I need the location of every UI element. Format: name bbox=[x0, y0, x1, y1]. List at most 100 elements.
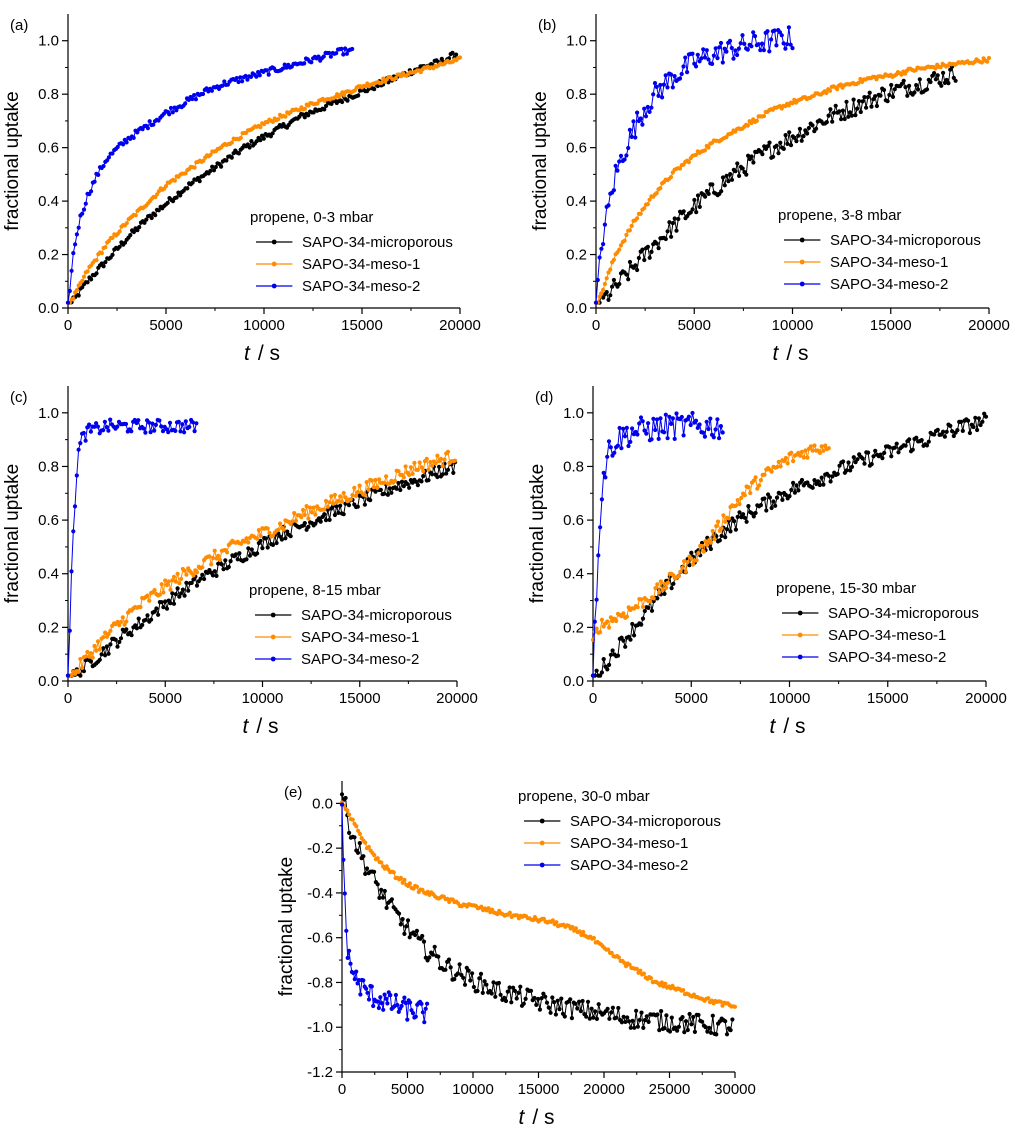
data-point bbox=[733, 169, 738, 174]
x-tick-label: 20000 bbox=[965, 690, 1007, 707]
data-point bbox=[405, 1017, 410, 1022]
data-point bbox=[851, 455, 856, 460]
data-point bbox=[65, 300, 71, 305]
data-point bbox=[816, 479, 821, 484]
data-point bbox=[177, 594, 182, 599]
legend-entry: SAPO-34-meso-1 bbox=[830, 254, 948, 271]
data-point bbox=[772, 28, 777, 33]
data-point bbox=[413, 1014, 418, 1019]
data-point bbox=[762, 472, 767, 477]
data-point bbox=[670, 416, 676, 421]
data-point bbox=[280, 66, 285, 71]
data-point bbox=[270, 131, 275, 136]
data-point bbox=[651, 92, 656, 97]
data-point bbox=[145, 126, 150, 131]
data-point bbox=[144, 217, 149, 222]
x-tick-label: 5000 bbox=[678, 317, 711, 334]
data-point bbox=[689, 550, 694, 555]
data-point bbox=[186, 588, 191, 593]
data-point bbox=[71, 296, 76, 301]
data-point bbox=[123, 421, 129, 427]
data-point bbox=[665, 436, 670, 441]
data-point bbox=[299, 515, 304, 520]
data-point bbox=[575, 1006, 580, 1011]
data-point bbox=[389, 897, 394, 902]
data-point bbox=[862, 95, 867, 100]
data-point bbox=[71, 251, 76, 256]
data-point bbox=[683, 55, 688, 60]
series-line bbox=[341, 794, 733, 1036]
data-point bbox=[601, 470, 606, 475]
data-point bbox=[421, 939, 427, 944]
data-point bbox=[754, 118, 759, 123]
data-point bbox=[593, 300, 599, 305]
legend-entry: SAPO-34-meso-1 bbox=[570, 835, 688, 852]
data-point bbox=[498, 992, 503, 997]
data-point bbox=[398, 487, 403, 493]
data-point bbox=[933, 77, 939, 82]
data-point bbox=[728, 1028, 733, 1033]
data-point bbox=[848, 468, 853, 473]
data-point bbox=[607, 1016, 612, 1021]
data-point bbox=[457, 962, 462, 967]
data-point bbox=[419, 1001, 424, 1007]
data-point bbox=[826, 473, 831, 478]
data-point bbox=[495, 912, 500, 917]
data-point bbox=[697, 204, 702, 209]
y-tick-label: 0.8 bbox=[566, 86, 587, 103]
data-point bbox=[702, 434, 708, 439]
data-point bbox=[219, 164, 224, 169]
data-point bbox=[659, 1009, 664, 1014]
data-point bbox=[246, 546, 251, 551]
data-point bbox=[672, 436, 677, 441]
y-tick-label: 1.0 bbox=[38, 405, 59, 422]
data-point bbox=[152, 428, 157, 433]
data-point bbox=[369, 478, 375, 483]
data-point bbox=[152, 609, 157, 614]
legend-swatch-marker bbox=[539, 862, 545, 868]
data-point bbox=[720, 175, 726, 180]
data-point bbox=[783, 46, 788, 51]
x-axis-label: t / s bbox=[243, 715, 279, 738]
data-point bbox=[903, 443, 908, 448]
data-point bbox=[332, 492, 337, 497]
y-tick-label: 1.0 bbox=[566, 33, 587, 50]
data-point bbox=[347, 830, 352, 836]
data-point bbox=[892, 87, 897, 92]
data-point bbox=[679, 414, 684, 420]
data-point bbox=[67, 628, 72, 633]
data-point bbox=[322, 507, 327, 512]
data-point bbox=[327, 500, 332, 505]
y-tick-label: 0.0 bbox=[38, 300, 59, 317]
data-point bbox=[701, 430, 706, 435]
data-point bbox=[174, 195, 179, 200]
data-point bbox=[903, 85, 908, 90]
y-tick-label: 0.2 bbox=[38, 247, 59, 264]
data-point bbox=[596, 1002, 601, 1007]
y-tick-label: 0.0 bbox=[312, 795, 333, 812]
data-point bbox=[507, 910, 512, 915]
data-point bbox=[819, 444, 824, 449]
x-tick-label: 10000 bbox=[769, 690, 811, 707]
data-point bbox=[168, 601, 173, 606]
data-point bbox=[914, 435, 919, 440]
data-point bbox=[398, 875, 403, 881]
data-point bbox=[623, 1019, 628, 1024]
x-tick-label: 0 bbox=[338, 1081, 346, 1098]
data-point bbox=[687, 563, 692, 568]
data-point bbox=[878, 452, 883, 457]
legend-entry: SAPO-34-meso-2 bbox=[570, 857, 688, 874]
data-point bbox=[658, 186, 663, 191]
data-point bbox=[92, 643, 97, 649]
data-point bbox=[403, 1001, 408, 1006]
data-point bbox=[361, 978, 366, 983]
data-point bbox=[103, 653, 108, 658]
data-point bbox=[236, 79, 241, 85]
data-point bbox=[106, 631, 111, 637]
data-point bbox=[378, 995, 383, 1000]
legend-entry: SAPO-34-meso-2 bbox=[828, 649, 946, 666]
data-point bbox=[183, 171, 188, 176]
x-tick-label: 5000 bbox=[675, 690, 708, 707]
data-point bbox=[455, 971, 460, 976]
data-point bbox=[393, 76, 398, 81]
